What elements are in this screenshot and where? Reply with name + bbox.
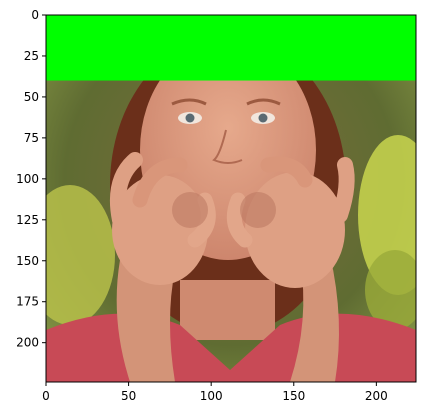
nose [212,129,243,164]
left-hand-circle [172,192,208,228]
y-tick-label: 175 [16,295,39,309]
green-overlay [46,15,416,81]
left-finger-1 [109,152,143,228]
right-brow [246,98,281,106]
right-finger-1 [332,157,355,223]
foliage-right-low [365,250,416,330]
y-tick-label: 100 [16,172,39,186]
y-tick-label: 25 [24,49,39,63]
y-tick-label: 50 [24,90,39,104]
right-hand-circle [240,192,276,228]
left-finger-2 [132,157,188,208]
x-tick-label: 0 [42,389,50,403]
y-tick-label: 200 [16,336,39,350]
x-tick-label: 50 [121,389,136,403]
x-tick-label: 100 [200,389,223,403]
x-tick-label: 200 [365,389,388,403]
x-axis: 0 50 100 150 200 [42,382,388,403]
left-forearm [116,260,175,382]
right-thumb [226,192,253,248]
right-forearm [290,255,339,382]
y-tick-label: 150 [16,254,39,268]
right-finger-2 [260,156,313,188]
y-tick-label: 75 [24,131,39,145]
y-tick-label: 0 [31,8,39,22]
right-iris [258,113,268,123]
y-axis: 0 25 50 75 100 125 150 175 200 [16,8,46,350]
photo [46,15,416,382]
left-iris [185,113,195,123]
x-tick-label: 150 [282,389,305,403]
left-brow [171,98,207,106]
y-tick-label: 125 [16,213,39,227]
neck [180,280,275,340]
right-palm [245,172,345,288]
axes-frame [45,14,417,383]
foliage-left [46,185,115,325]
